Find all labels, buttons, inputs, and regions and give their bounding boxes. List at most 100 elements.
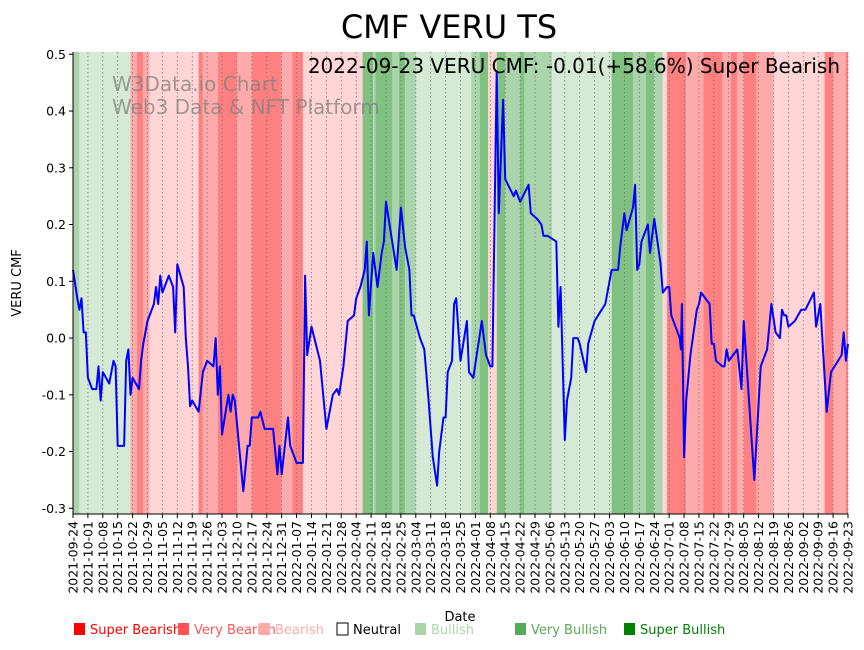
regime-band-very-bearish xyxy=(143,52,150,514)
x-tick-label: 2022-07-01 xyxy=(662,521,677,594)
regime-band-super-bearish xyxy=(136,52,144,514)
x-tick-label: 2022-06-17 xyxy=(632,521,647,594)
legend-item: Very Bearish xyxy=(178,623,276,638)
regime-band-very-bearish xyxy=(737,52,744,514)
regime-band-very-bullish xyxy=(654,52,663,514)
regime-band-very-bearish xyxy=(686,52,704,514)
x-tick-label: 2022-01-14 xyxy=(304,521,319,594)
x-tick-label: 2022-06-24 xyxy=(647,521,662,594)
y-tick-label: 0.2 xyxy=(46,217,66,232)
regime-band-super-bearish xyxy=(198,52,203,514)
regime-band-very-bearish xyxy=(236,52,252,514)
x-tick-label: 2022-05-20 xyxy=(572,521,587,594)
regime-band-bearish xyxy=(149,52,199,514)
chart-title: CMF VERU TS xyxy=(341,8,557,46)
x-tick-label: 2022-07-15 xyxy=(691,521,706,594)
legend-item: Bullish xyxy=(415,623,474,638)
x-tick-label: 2022-04-22 xyxy=(513,521,528,594)
x-tick-label: 2022-03-18 xyxy=(438,521,453,594)
legend-swatch xyxy=(415,623,426,635)
x-tick-label: 2022-02-25 xyxy=(393,521,408,594)
series-line-veru-cmf xyxy=(72,70,849,493)
x-tick-label: 2022-04-15 xyxy=(498,521,513,594)
x-tick-label: 2021-12-31 xyxy=(274,521,289,594)
legend-swatch xyxy=(74,623,85,635)
x-tick-label: 2022-05-27 xyxy=(587,521,602,594)
x-tick-label: 2022-09-23 xyxy=(841,521,856,594)
regime-band-bullish xyxy=(552,52,612,514)
regime-band-very-bearish xyxy=(756,52,774,514)
x-tick-label: 2021-12-24 xyxy=(259,521,274,594)
x-tick-label: 2022-09-09 xyxy=(811,521,826,594)
y-tick-label: 0.5 xyxy=(46,47,66,62)
x-tick-label: 2022-02-18 xyxy=(378,521,393,594)
x-tick-label: 2022-04-01 xyxy=(468,521,483,594)
regime-band-very-bullish xyxy=(632,52,646,514)
chart-annotation: 2022-09-23 VERU CMF: -0.01(+58.6%) Super… xyxy=(308,54,840,78)
x-tick-label: 2022-01-21 xyxy=(319,521,334,594)
x-tick-label: 2022-07-29 xyxy=(721,521,736,594)
legend-item: Super Bullish xyxy=(624,623,725,638)
x-tick-label: 2021-10-22 xyxy=(125,521,140,594)
regime-band-very-bearish xyxy=(833,52,846,514)
regime-band-very-bullish xyxy=(524,52,553,514)
x-tick-label: 2021-10-01 xyxy=(80,521,95,594)
x-tick-label: 2022-05-06 xyxy=(542,521,557,594)
x-tick-label: 2022-06-03 xyxy=(602,521,617,594)
legend-label: Very Bullish xyxy=(531,623,607,638)
x-tick-label: 2022-08-19 xyxy=(766,521,781,594)
x-tick-label: 2022-09-16 xyxy=(826,521,841,594)
regime-band-very-bullish xyxy=(505,52,521,514)
x-tick-label: 2021-10-08 xyxy=(95,521,110,594)
regime-band-bearish xyxy=(662,52,668,514)
y-tick-labels: -0.3 -0.2 -0.1 0.0 0.1 0.2 0.3 0.4 0.5 xyxy=(42,47,73,516)
y-axis-label: VERU CMF xyxy=(10,249,25,317)
regime-band-very-bearish xyxy=(722,52,731,514)
regime-bands xyxy=(73,52,848,514)
regime-band-very-bearish xyxy=(130,52,137,514)
legend-label: Bearish xyxy=(275,623,324,638)
y-tick-label: 0.4 xyxy=(46,104,66,119)
regime-band-super-bullish xyxy=(611,52,633,514)
x-axis-label: Date xyxy=(444,610,475,625)
x-tick-label: 2022-04-08 xyxy=(483,521,498,594)
watermark-line-1: W3Data.io Chart xyxy=(112,72,278,96)
regime-band-bearish xyxy=(302,52,363,514)
regime-band-very-bullish xyxy=(73,52,80,514)
legend-swatch xyxy=(624,623,635,635)
regime-band-super-bullish xyxy=(496,52,506,514)
legend-item: Very Bullish xyxy=(515,623,607,638)
legend-swatch xyxy=(336,622,349,636)
x-tick-label: 2021-12-10 xyxy=(229,521,244,594)
legend-label: Bullish xyxy=(431,623,474,638)
regime-band-very-bullish xyxy=(373,52,376,514)
legend-swatch xyxy=(515,623,526,635)
y-tick-label: -0.1 xyxy=(42,387,66,402)
regime-band-super-bearish xyxy=(845,52,848,514)
legend-item: Super Bearish xyxy=(74,623,181,638)
regime-band-super-bullish xyxy=(479,52,489,514)
legend-item: Bearish xyxy=(259,623,324,638)
regime-band-super-bearish xyxy=(730,52,738,514)
regime-band-bearish xyxy=(803,52,825,514)
x-tick-label: 2021-11-12 xyxy=(170,521,185,594)
legend-label: Neutral xyxy=(353,623,401,638)
x-tick-label: 2022-07-22 xyxy=(706,521,721,594)
y-tick-label: -0.2 xyxy=(42,444,66,459)
regime-band-bullish xyxy=(415,52,472,514)
watermark-line-2: Web3 Data & NFT Platform xyxy=(112,95,380,119)
legend-swatch xyxy=(259,623,270,635)
legend-label: Very Bearish xyxy=(194,623,276,638)
regime-band-very-bullish xyxy=(471,52,480,514)
x-tick-label: 2022-03-04 xyxy=(408,521,423,594)
regime-band-bullish xyxy=(79,52,131,514)
legend-label: Super Bearish xyxy=(90,623,181,638)
regime-band-very-bullish xyxy=(392,52,399,514)
regime-band-super-bearish xyxy=(743,52,757,514)
watermark: W3Data.io Chart Web3 Data & NFT Platform xyxy=(112,72,380,119)
y-tick-label: 0.0 xyxy=(46,331,66,346)
x-tick-label: 2022-02-04 xyxy=(349,521,364,594)
y-tick-label: -0.3 xyxy=(42,501,66,516)
axes xyxy=(72,52,848,515)
